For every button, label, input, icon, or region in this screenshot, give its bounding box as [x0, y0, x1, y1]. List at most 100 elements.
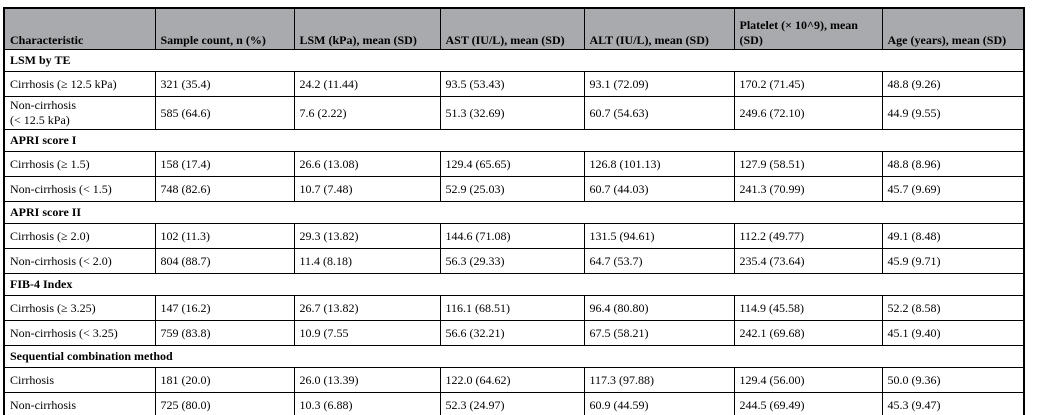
table-row: Cirrhosis 181 (20.0) 26.0 (13.39) 122.0 (64… [3, 367, 1025, 393]
value-cell: 147 (16.2) [154, 295, 295, 321]
value-cell: 52.2 (8.58) [881, 295, 1025, 321]
column-header: Age (years), mean (SD) [881, 7, 1025, 50]
characteristic-cell: Cirrhosis (≥ 2.0) [3, 223, 156, 249]
table-row: Cirrhosis (≥ 12.5 kPa) 321 (35.4) 24.2 (11… [3, 71, 1025, 97]
section-header: Sequential combination method [3, 345, 1025, 368]
table-row: Non-cirrhosis (< 2.0) 804 (88.7) 11.4 (8.1… [3, 248, 1025, 274]
section-header: LSM by TE [3, 49, 1025, 72]
value-cell: 170.2 (71.45) [733, 71, 883, 97]
value-cell: 24.2 (11.44) [293, 71, 441, 97]
value-cell: 127.9 (58.51) [733, 151, 883, 177]
characteristic-cell: Non-cirrhosis [3, 392, 156, 415]
value-cell: 51.3 (32.69) [439, 96, 585, 130]
value-cell: 102 (11.3) [154, 223, 295, 249]
value-cell: 96.4 (80.80) [583, 295, 735, 321]
value-cell: 242.1 (69.68) [733, 320, 883, 346]
value-cell: 117.3 (97.88) [583, 367, 735, 393]
value-cell: 748 (82.6) [154, 176, 295, 202]
value-cell: 10.7 (7.48) [293, 176, 441, 202]
table-row: Non-cirrhosis (< 12.5 kPa) 585 (64.6) 7.6 … [3, 96, 1025, 130]
characteristic-cell: Non-cirrhosis (< 1.5) [3, 176, 156, 202]
section-row: Sequential combination method [3, 345, 1025, 368]
characteristic-cell: Non-cirrhosis (< 12.5 kPa) [3, 96, 156, 130]
value-cell: 114.9 (45.58) [733, 295, 883, 321]
value-cell: 67.5 (58.21) [583, 320, 735, 346]
value-cell: 60.9 (44.59) [583, 392, 735, 415]
section-row: LSM by TE [3, 49, 1025, 72]
value-cell: 10.3 (6.88) [293, 392, 441, 415]
value-cell: 126.8 (101.13) [583, 151, 735, 177]
value-cell: 181 (20.0) [154, 367, 295, 393]
value-cell: 7.6 (2.22) [293, 96, 441, 130]
table-row: Non-cirrhosis (< 3.25) 759 (83.8) 10.9 (7.… [3, 320, 1025, 346]
value-cell: 29.3 (13.82) [293, 223, 441, 249]
value-cell: 244.5 (69.49) [733, 392, 883, 415]
value-cell: 144.6 (71.08) [439, 223, 585, 249]
value-cell: 585 (64.6) [154, 96, 295, 130]
section-row: APRI score I [3, 129, 1025, 152]
column-header: ALT (IU/L), mean (SD) [583, 7, 735, 50]
table-row: Cirrhosis (≥ 1.5) 158 (17.4) 26.6 (13.08) 1… [3, 151, 1025, 177]
value-cell: 249.6 (72.10) [733, 96, 883, 130]
column-header: Platelet (× 10^9), mean (SD) [733, 7, 883, 50]
header-row: Characteristic Sample count, n (%) LSM (kP… [3, 7, 1025, 50]
characteristic-cell: Cirrhosis [3, 367, 156, 393]
table-row: Non-cirrhosis (< 1.5) 748 (82.6) 10.7 (7.4… [3, 176, 1025, 202]
value-cell: 56.6 (32.21) [439, 320, 585, 346]
value-cell: 56.3 (29.33) [439, 248, 585, 274]
value-cell: 10.9 (7.55 [293, 320, 441, 346]
value-cell: 26.7 (13.82) [293, 295, 441, 321]
value-cell: 112.2 (49.77) [733, 223, 883, 249]
value-cell: 26.6 (13.08) [293, 151, 441, 177]
characteristics-table: Characteristic Sample count, n (%) LSM (kP… [3, 7, 1025, 415]
value-cell: 129.4 (56.00) [733, 367, 883, 393]
section-header: APRI score II [3, 201, 1025, 224]
characteristic-cell: Non-cirrhosis (< 2.0) [3, 248, 156, 274]
value-cell: 64.7 (53.7) [583, 248, 735, 274]
column-header: LSM (kPa), mean (SD) [293, 7, 441, 50]
characteristic-cell: Cirrhosis (≥ 12.5 kPa) [3, 71, 156, 97]
value-cell: 235.4 (73.64) [733, 248, 883, 274]
value-cell: 158 (17.4) [154, 151, 295, 177]
value-cell: 11.4 (8.18) [293, 248, 441, 274]
table-row: Non-cirrhosis 725 (80.0) 10.3 (6.88) 52.3 (… [3, 392, 1025, 415]
value-cell: 45.9 (9.71) [881, 248, 1025, 274]
value-cell: 321 (35.4) [154, 71, 295, 97]
characteristic-cell: Cirrhosis (≥ 1.5) [3, 151, 156, 177]
table-row: Cirrhosis (≥ 2.0) 102 (11.3) 29.3 (13.82) 1… [3, 223, 1025, 249]
section-row: FIB-4 Index [3, 273, 1025, 296]
value-cell: 44.9 (9.55) [881, 96, 1025, 130]
value-cell: 116.1 (68.51) [439, 295, 585, 321]
column-header: Characteristic [3, 7, 156, 50]
table-header: Characteristic Sample count, n (%) LSM (kP… [3, 7, 1025, 50]
value-cell: 49.1 (8.48) [881, 223, 1025, 249]
value-cell: 725 (80.0) [154, 392, 295, 415]
value-cell: 48.8 (9.26) [881, 71, 1025, 97]
value-cell: 52.3 (24.97) [439, 392, 585, 415]
value-cell: 26.0 (13.39) [293, 367, 441, 393]
value-cell: 93.1 (72.09) [583, 71, 735, 97]
table-row: Cirrhosis (≥ 3.25) 147 (16.2) 26.7 (13.82)… [3, 295, 1025, 321]
column-header: Sample count, n (%) [154, 7, 295, 50]
section-row: APRI score II [3, 201, 1025, 224]
characteristic-cell: Cirrhosis (≥ 3.25) [3, 295, 156, 321]
value-cell: 50.0 (9.36) [881, 367, 1025, 393]
section-header: APRI score I [3, 129, 1025, 152]
value-cell: 60.7 (54.63) [583, 96, 735, 130]
value-cell: 45.7 (9.69) [881, 176, 1025, 202]
value-cell: 45.1 (9.40) [881, 320, 1025, 346]
table-body: LSM by TE Cirrhosis (≥ 12.5 kPa) 321 (35.4… [3, 49, 1025, 415]
section-header: FIB-4 Index [3, 273, 1025, 296]
value-cell: 129.4 (65.65) [439, 151, 585, 177]
characteristic-cell: Non-cirrhosis (< 3.25) [3, 320, 156, 346]
value-cell: 804 (88.7) [154, 248, 295, 274]
value-cell: 60.7 (44.03) [583, 176, 735, 202]
column-header: AST (IU/L), mean (SD) [439, 7, 585, 50]
value-cell: 48.8 (8.96) [881, 151, 1025, 177]
value-cell: 45.3 (9.47) [881, 392, 1025, 415]
value-cell: 52.9 (25.03) [439, 176, 585, 202]
value-cell: 122.0 (64.62) [439, 367, 585, 393]
value-cell: 93.5 (53.43) [439, 71, 585, 97]
value-cell: 241.3 (70.99) [733, 176, 883, 202]
